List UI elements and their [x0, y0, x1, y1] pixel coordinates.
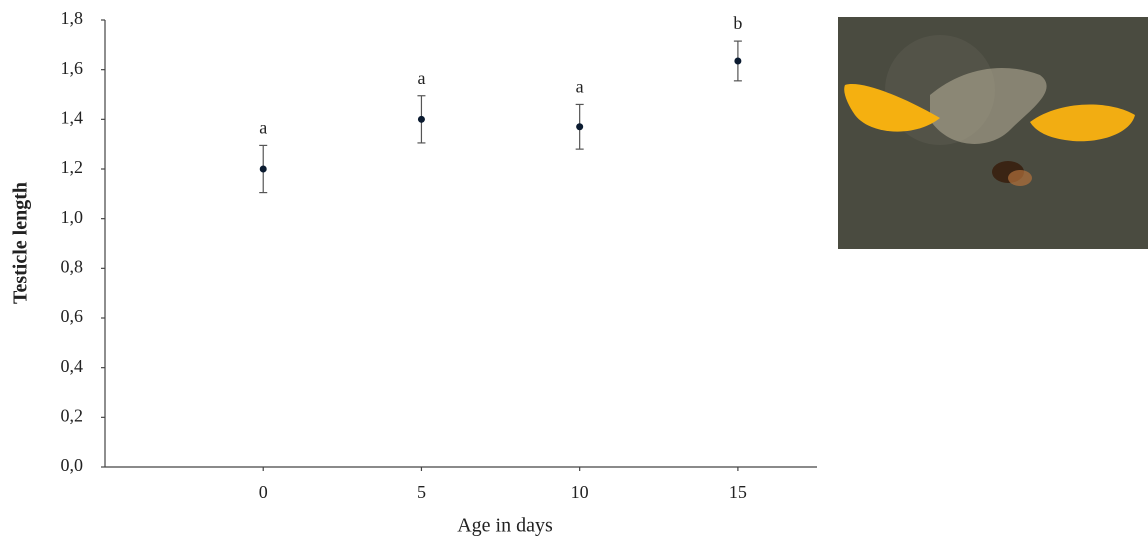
- y-tick-label: 1,2: [61, 157, 84, 177]
- specimen-photo: [838, 17, 1148, 249]
- x-tick-label: 10: [571, 482, 589, 502]
- photo-body-edge: [1008, 170, 1032, 186]
- y-tick-label: 1,8: [61, 8, 84, 28]
- annotation: a: [576, 77, 584, 97]
- y-tick-label: 0,6: [61, 306, 84, 326]
- annotation: a: [417, 68, 425, 88]
- x-tick-label: 5: [417, 482, 426, 502]
- y-tick-label: 1,4: [61, 107, 84, 127]
- annotation: a: [259, 118, 267, 138]
- y-axis-label: Testicle length: [10, 182, 32, 304]
- x-tick-label: 15: [729, 482, 747, 502]
- y-tick-label: 1,0: [61, 207, 84, 227]
- y-tick-label: 0,0: [61, 455, 84, 475]
- point: [576, 123, 583, 130]
- annotation: b: [733, 13, 742, 33]
- point: [418, 116, 425, 123]
- point: [260, 166, 267, 173]
- point: [734, 57, 741, 64]
- y-tick-label: 0,2: [61, 405, 84, 425]
- y-tick-label: 1,6: [61, 58, 84, 78]
- y-tick-label: 0,4: [61, 356, 84, 376]
- y-tick-label: 0,8: [61, 256, 84, 276]
- chart: Testicle length Age in days 0,0 0,2 0,4 0,6…: [0, 0, 1148, 543]
- x-tick-label: 0: [259, 482, 268, 502]
- x-axis-label: Age in days: [457, 515, 553, 537]
